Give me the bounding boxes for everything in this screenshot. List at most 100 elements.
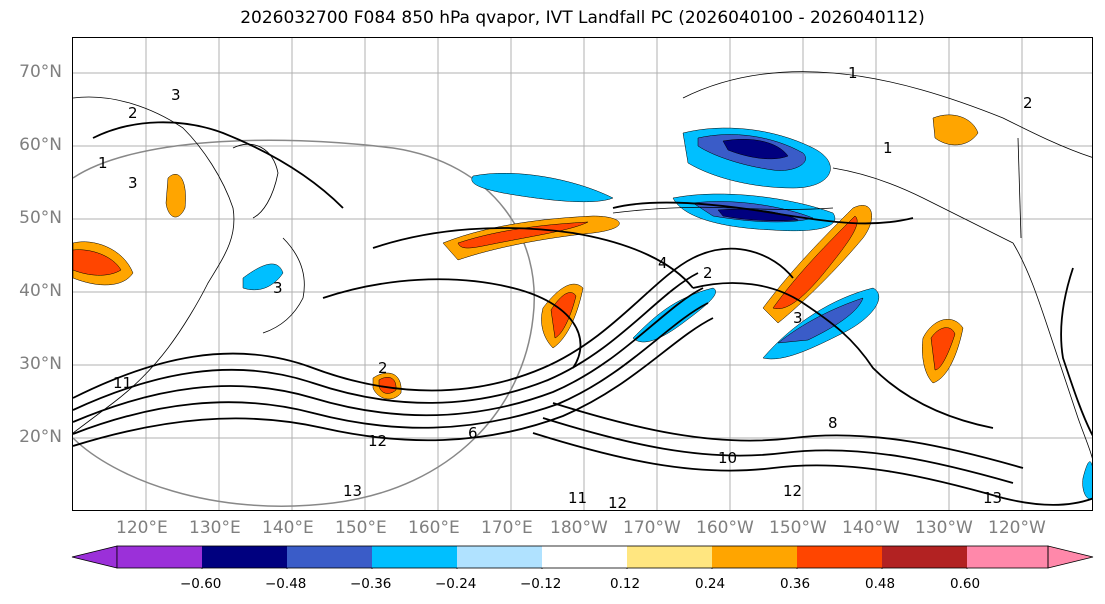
contour-line [73, 317, 714, 447]
colorbar-tick-label: 0.12 [610, 576, 641, 592]
shade-bering-negative [471, 172, 614, 203]
lat-label-50n: 50°N [19, 208, 62, 228]
contour-line [73, 247, 794, 399]
shade-southeast-negative [1082, 461, 1092, 500]
map-canvas: 1 1 1 2 2 2 2 3 3 3 3 4 6 8 10 11 11 12 … [73, 38, 1092, 511]
colorbar-tick-label: 0.36 [780, 576, 811, 592]
contour-label: 11 [113, 374, 132, 392]
landfall-region-outline [73, 139, 535, 507]
colorbar-frame [116, 545, 1049, 569]
contour-line [372, 227, 694, 289]
contour-label: 3 [128, 174, 138, 192]
coastline-alaska-peninsula [832, 167, 1014, 244]
lat-label-40n: 40°N [19, 281, 62, 301]
anomaly-shading [73, 114, 1092, 500]
map-panel[interactable]: 1 1 1 2 2 2 2 3 3 3 3 4 6 8 10 11 11 12 … [72, 37, 1093, 511]
colorbar-tick-label: 0.48 [865, 576, 896, 592]
lon-label-150w: 150°W [769, 518, 827, 538]
shade-subtropical-positive-inner [378, 377, 397, 394]
lon-label-150e: 150°E [335, 518, 387, 538]
colorbar-bin [202, 546, 287, 568]
lon-label-130w: 130°W [915, 518, 973, 538]
lon-label-140w: 140°W [842, 518, 900, 538]
shade-kamchatka-positive [165, 174, 186, 218]
contour-label: 2 [128, 104, 138, 122]
colorbar-bin [797, 546, 882, 568]
contour-labels: 1 1 1 2 2 2 2 3 3 3 3 4 6 8 10 11 11 12 … [98, 64, 1033, 511]
colorbar-bin [712, 546, 797, 568]
colorbar-tick-label: −0.12 [520, 576, 562, 592]
colorbar-tick-label: −0.24 [435, 576, 477, 592]
contour-label: 6 [468, 424, 478, 442]
lon-label-170e: 170°E [481, 518, 533, 538]
contour-label: 12 [783, 482, 802, 500]
colorbar-tick-label: −0.48 [265, 576, 307, 592]
lon-label-120e: 120°E [116, 518, 168, 538]
contour-label: 3 [171, 86, 181, 104]
graticule [73, 38, 1092, 510]
contour-label: 1 [98, 154, 108, 172]
lon-label-180w: 180°W [550, 518, 608, 538]
border-canada [1017, 137, 1022, 239]
shade-subtropical-negative-inner [777, 297, 864, 344]
shade-jet-positive-inner [457, 221, 589, 249]
lon-label-120w: 120°W [988, 518, 1046, 538]
contour-label: 1 [848, 64, 858, 82]
contour-label: 4 [658, 254, 668, 272]
contour-line [73, 302, 709, 435]
colorbar-bin [967, 546, 1048, 568]
coastline-north-america [1012, 242, 1092, 459]
contour-line [542, 417, 1014, 484]
colorbar-bin [117, 546, 202, 568]
contour-label: 11 [568, 489, 587, 507]
lon-label-160w: 160°W [696, 518, 754, 538]
colorbar-tick-label: −0.60 [180, 576, 222, 592]
colorbar-ticks [201, 568, 968, 569]
colorbar-tick-label: −0.36 [350, 576, 392, 592]
shade-west-negative [242, 263, 284, 291]
ivt-contours [73, 121, 1092, 506]
contour-label: 2 [703, 264, 713, 282]
coastlines [73, 71, 1092, 459]
contour-label: 3 [273, 279, 283, 297]
lat-label-30n: 30°N [19, 354, 62, 374]
contour-label: 13 [983, 489, 1002, 507]
colorbar-bin [627, 546, 712, 568]
colorbar-extend-low [71, 545, 118, 569]
lat-label-20n: 20°N [19, 427, 62, 447]
contour-label: 3 [793, 309, 803, 327]
contour-line [552, 402, 1024, 469]
lon-label-130e: 130°E [189, 518, 241, 538]
coastline-alaska [682, 71, 1092, 158]
contour-line [532, 432, 1092, 506]
shade-midpacific-positive-inner [550, 292, 577, 339]
contour-label: 2 [378, 359, 388, 377]
contour-line [692, 282, 994, 429]
contour-line [322, 278, 582, 369]
colorbar-bin [287, 546, 372, 568]
contour-label: 1 [883, 139, 893, 157]
coastline-japan [262, 237, 305, 334]
plot-title: 2026032700 F084 850 hPa qvapor, IVT Land… [240, 8, 925, 28]
contour-label: 13 [343, 482, 362, 500]
shade-japan-positive-inner [73, 249, 122, 276]
shade-gulf-positive-inner [772, 215, 858, 310]
coastline-asia [73, 96, 235, 434]
lon-label-160e: 160°E [408, 518, 460, 538]
colorbar-bin [542, 546, 627, 568]
contour-line [73, 287, 704, 423]
lon-label-140e: 140°E [262, 518, 314, 538]
colorbar-bin [372, 546, 457, 568]
shade-north-pacific-negative-core [722, 139, 789, 160]
lat-label-70n: 70°N [19, 62, 62, 82]
contour-label: 8 [828, 414, 838, 432]
contour-line [73, 272, 699, 411]
contour-label: 12 [368, 432, 387, 450]
shade-west-coast-positive-inner [930, 327, 956, 371]
colorbar-tick-label: 0.60 [950, 576, 981, 592]
contour-label: 2 [1023, 94, 1033, 112]
contour-line [612, 201, 914, 225]
contour-label: 10 [718, 449, 737, 467]
contour-label: 12 [608, 494, 627, 511]
contour-line [1060, 267, 1092, 437]
